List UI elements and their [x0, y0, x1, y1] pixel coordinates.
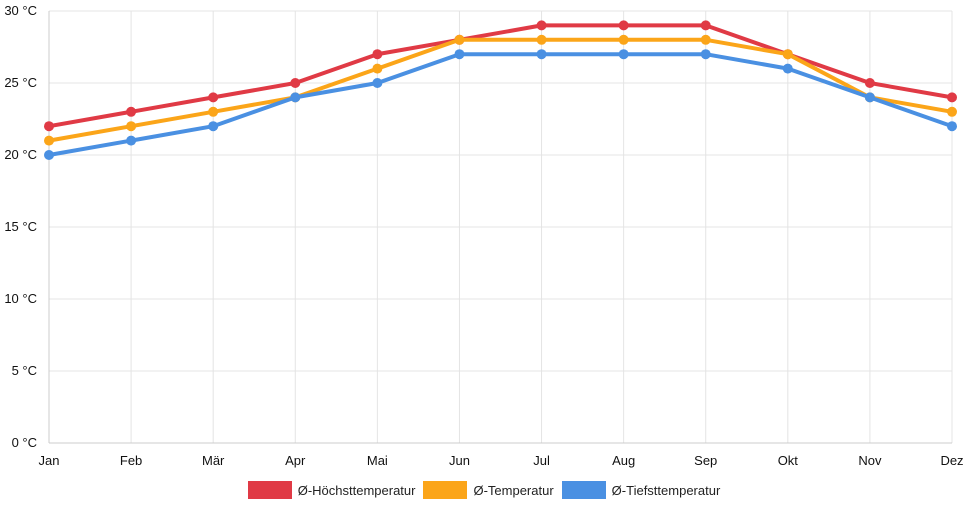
- grid-lines: [48, 10, 953, 444]
- x-tick-label: Sep: [694, 453, 717, 468]
- data-point: [864, 92, 875, 103]
- data-point: [536, 20, 547, 31]
- data-point: [126, 121, 137, 132]
- data-point: [208, 106, 219, 117]
- legend-item-low[interactable]: Ø-Tiefsttemperatur: [561, 481, 721, 499]
- x-tick-label: Aug: [612, 453, 635, 468]
- series-line: [47, 23, 954, 129]
- y-tick-label: 15 °C: [4, 219, 37, 234]
- x-tick-label: Jul: [533, 453, 550, 468]
- data-point: [44, 121, 54, 132]
- data-point: [536, 34, 547, 45]
- data-point: [44, 135, 54, 146]
- data-point: [290, 78, 301, 88]
- y-tick-label: 0 °C: [12, 435, 37, 450]
- data-point: [947, 121, 957, 132]
- legend-label-mean: Ø-Temperatur: [473, 482, 554, 498]
- legend-swatch-low: [561, 481, 606, 499]
- y-tick-label: 20 °C: [4, 147, 37, 162]
- x-tick-label: Jun: [449, 453, 470, 468]
- data-point: [947, 92, 957, 103]
- data-point: [372, 78, 383, 88]
- y-tick-label: 30 °C: [4, 3, 37, 18]
- data-point: [208, 92, 219, 103]
- data-point: [126, 135, 137, 146]
- series-group: [44, 34, 957, 146]
- data-point: [372, 63, 383, 74]
- y-tick-label: 25 °C: [4, 75, 37, 90]
- series-group: [44, 49, 957, 160]
- legend-item-high[interactable]: Ø-Höchsttemperatur: [247, 481, 416, 499]
- data-point: [618, 49, 629, 60]
- data-point: [454, 34, 465, 45]
- x-tick-label: Feb: [120, 453, 142, 468]
- series-line: [47, 37, 954, 143]
- data-point: [618, 20, 629, 31]
- data-point: [126, 106, 137, 117]
- legend-swatch-high: [247, 481, 292, 499]
- x-tick-label: Mär: [202, 453, 225, 468]
- legend-item-mean[interactable]: Ø-Temperatur: [423, 481, 554, 499]
- legend-swatch-mean: [423, 481, 468, 499]
- legend-label-low: Ø-Tiefsttemperatur: [611, 482, 721, 498]
- data-point: [864, 78, 875, 88]
- series-line: [47, 52, 954, 157]
- y-tick-label: 10 °C: [4, 291, 37, 306]
- data-point: [700, 34, 711, 45]
- data-point: [782, 63, 793, 74]
- data-point: [782, 49, 793, 60]
- data-point: [700, 49, 711, 60]
- series-group: [44, 20, 957, 132]
- data-point: [290, 92, 301, 103]
- data-point: [208, 121, 219, 132]
- data-point: [618, 34, 629, 45]
- data-point: [372, 49, 383, 60]
- x-tick-label: Nov: [858, 453, 882, 468]
- data-point: [536, 49, 547, 60]
- legend-label-high: Ø-Höchsttemperatur: [297, 482, 416, 498]
- data-point: [947, 106, 957, 117]
- x-tick-label: Okt: [778, 453, 799, 468]
- x-tick-label: Apr: [285, 453, 306, 468]
- data-point: [454, 49, 465, 60]
- y-tick-label: 5 °C: [12, 363, 37, 378]
- chart-legend: Ø-Höchsttemperatur Ø-Temperatur Ø-Tiefst…: [0, 481, 968, 499]
- data-point: [700, 20, 711, 31]
- x-tick-label: Dez: [940, 453, 963, 468]
- data-point: [44, 150, 54, 160]
- x-tick-label: Jan: [39, 453, 60, 468]
- x-tick-label: Mai: [367, 453, 388, 468]
